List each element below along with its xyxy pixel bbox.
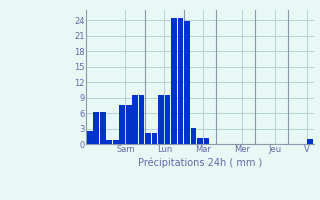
Bar <box>191 128 196 144</box>
Bar <box>87 131 92 144</box>
Bar <box>204 138 209 144</box>
Bar <box>132 95 138 144</box>
Bar <box>145 133 151 144</box>
Bar <box>126 105 132 144</box>
Bar <box>139 95 145 144</box>
Bar <box>164 95 171 144</box>
Bar <box>308 139 313 144</box>
Bar <box>106 140 112 144</box>
Bar <box>93 112 99 144</box>
Bar <box>197 138 203 144</box>
Bar <box>152 133 157 144</box>
X-axis label: Précipitations 24h ( mm ): Précipitations 24h ( mm ) <box>138 157 262 168</box>
Bar <box>100 112 106 144</box>
Bar <box>119 105 125 144</box>
Bar <box>171 18 177 144</box>
Bar <box>178 18 183 144</box>
Bar <box>158 95 164 144</box>
Bar <box>113 140 118 144</box>
Bar <box>184 21 190 144</box>
